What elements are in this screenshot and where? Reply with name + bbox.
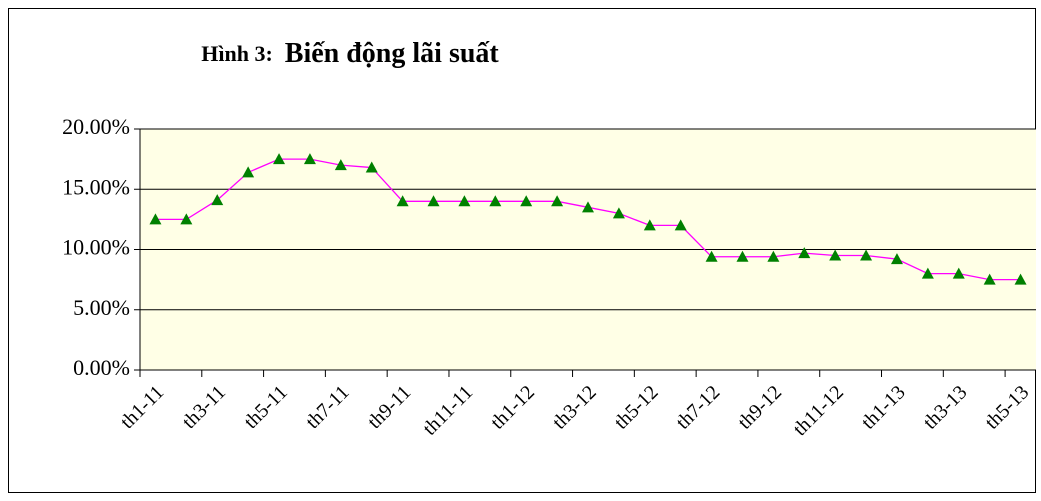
y-tick-label: 20.00%	[62, 114, 130, 139]
marker	[458, 195, 471, 207]
marker	[983, 273, 996, 285]
marker	[303, 153, 316, 165]
marker	[427, 195, 440, 207]
marker	[180, 213, 193, 225]
marker	[149, 213, 162, 225]
marker	[489, 195, 502, 207]
marker	[674, 219, 687, 231]
marker	[952, 267, 965, 279]
chart-title: Hình 3: Biến động lãi suất	[201, 38, 499, 69]
marker	[736, 250, 749, 262]
marker	[890, 253, 903, 265]
marker	[643, 219, 656, 231]
marker	[582, 201, 594, 213]
marker	[705, 250, 718, 262]
figure-label: Hình 3:	[201, 41, 273, 66]
marker	[860, 249, 873, 261]
y-tick-label: 5.00%	[73, 295, 130, 320]
marker	[612, 207, 625, 219]
y-tick-label: 15.00%	[62, 174, 130, 199]
title-text: Biến động lãi suất	[285, 38, 500, 69]
y-tick-label: 0.00%	[73, 355, 130, 380]
marker	[242, 166, 255, 178]
marker	[829, 249, 842, 261]
marker	[334, 159, 347, 171]
marker	[211, 194, 224, 206]
marker	[1014, 273, 1027, 285]
y-tick-label: 10.00%	[62, 235, 130, 260]
marker	[520, 195, 533, 207]
marker	[551, 195, 564, 207]
marker	[396, 195, 409, 207]
marker	[365, 161, 378, 173]
marker	[798, 247, 811, 259]
marker	[273, 153, 286, 165]
marker	[767, 250, 780, 262]
marker	[921, 267, 934, 279]
